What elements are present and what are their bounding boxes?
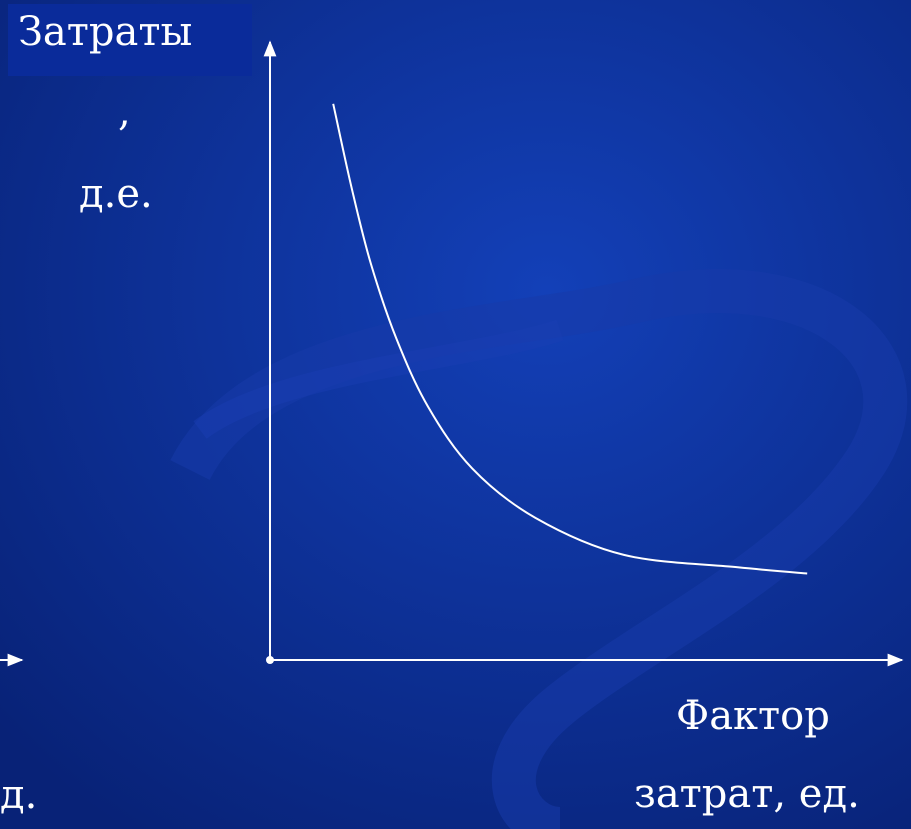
series-line-0 — [332, 103, 808, 575]
series-layer — [332, 103, 808, 575]
y-axis-label-line-3: д.е. — [79, 171, 153, 217]
x-axis-label-line-1: Фактор — [676, 693, 830, 739]
y-axis-label-line-1: Затраты — [18, 9, 193, 55]
cropped-label-fragment: д. — [0, 772, 38, 818]
y-axis-label-line-2: , — [118, 89, 131, 135]
origin-dot — [266, 656, 274, 664]
background-swirl — [193, 319, 564, 439]
background-swirl — [170, 269, 908, 829]
y-axis-label-box — [8, 4, 252, 76]
x-axis-label-line-2: затрат, ед. — [634, 771, 860, 817]
